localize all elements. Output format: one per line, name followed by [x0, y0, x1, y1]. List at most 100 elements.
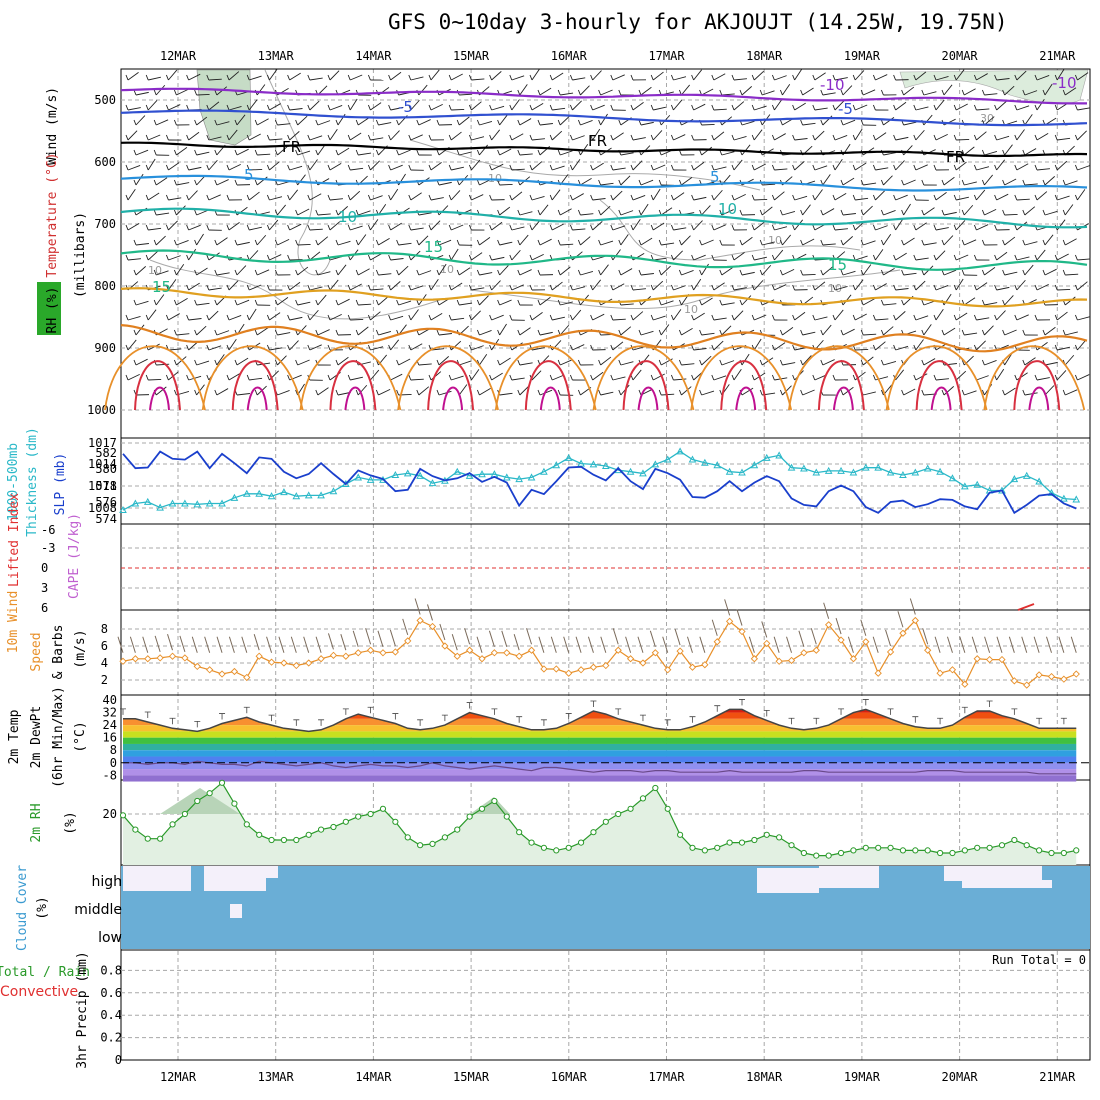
thickness-point — [663, 455, 672, 463]
thickness-point — [824, 466, 833, 474]
wind-barb-flag — [335, 209, 339, 216]
wind-speed-point — [453, 652, 461, 660]
rh-contour-label: 10 — [768, 234, 782, 247]
wind-barb — [822, 359, 835, 366]
wind-barb-flag — [509, 314, 513, 321]
wind-barb-flag — [812, 284, 816, 291]
wind-barb — [632, 194, 646, 201]
wind-barb — [701, 332, 715, 336]
wind-barb — [1044, 268, 1057, 276]
wind-barb — [358, 210, 371, 216]
wind-barb-flag — [577, 269, 581, 276]
wind-barb — [814, 316, 828, 321]
wind-barb — [1065, 273, 1079, 276]
wind-barb-flag — [549, 314, 553, 321]
wind-barb-flag — [529, 314, 533, 321]
wind-barb-flag — [590, 344, 594, 351]
wind-barb-flag — [872, 314, 876, 321]
wind-barb — [370, 160, 380, 171]
wind-barb-flag — [577, 299, 581, 306]
wind-barb-10m — [649, 630, 656, 647]
wind-speed-point — [676, 647, 684, 655]
wind-barb-flag — [1014, 74, 1018, 81]
wind-barb-flag — [448, 374, 452, 381]
wind-barb-flag — [448, 104, 452, 111]
wind-barb — [216, 121, 230, 126]
wind-barb — [479, 121, 493, 126]
wind-barb-flag — [307, 284, 311, 291]
wind-barb — [511, 284, 524, 291]
thickness-point — [428, 479, 437, 487]
thickness-point — [416, 471, 424, 479]
wind-barb-flag — [994, 134, 998, 141]
thickness-point — [738, 468, 746, 476]
contour-label: FR — [588, 132, 607, 150]
thickness-point — [119, 506, 127, 514]
wind-barb — [317, 213, 331, 216]
temp-contour-warm — [231, 360, 279, 411]
wind-barb — [329, 104, 343, 111]
wind-barb-flag — [246, 224, 250, 231]
wind-barb — [176, 205, 186, 216]
wind-barb — [297, 243, 311, 246]
wind-barb-10m — [228, 636, 235, 653]
wind-barb — [471, 369, 480, 381]
thickness-tick: 580 — [95, 462, 117, 476]
wind-barb-flag — [153, 209, 157, 216]
wind-barb — [794, 161, 805, 171]
wind-barb-flag — [569, 164, 573, 171]
wind-barb-flag — [569, 314, 573, 321]
wind-barb — [1065, 180, 1078, 186]
thickness-point — [403, 469, 412, 477]
wind-barb-flag — [598, 239, 602, 246]
wind-barb-flag — [206, 224, 210, 231]
rh-point — [553, 847, 560, 854]
wind-barb — [277, 389, 290, 396]
wind-barb-flag — [537, 149, 541, 156]
wind-barb-flag — [933, 74, 937, 81]
date-label-top: 13MAR — [258, 49, 295, 63]
wind-barb — [741, 387, 754, 396]
wind-barb — [612, 341, 624, 351]
wind-speed-point — [267, 658, 276, 666]
wind-barb-flag — [1062, 389, 1066, 396]
wind-barb — [208, 345, 222, 351]
wind-barb-flag — [880, 269, 884, 276]
wind-barb — [358, 152, 372, 156]
wind-barb-flag — [832, 284, 836, 291]
wind-barb-flag — [428, 374, 432, 381]
wind-speed-point — [305, 659, 313, 667]
wind-barb-flag — [408, 284, 412, 291]
wind-barb-flag — [860, 299, 864, 306]
wind-barb — [560, 92, 574, 96]
rh-point — [912, 847, 919, 854]
wind-barb-flag — [630, 314, 634, 321]
wind-barb — [842, 177, 855, 186]
wind-barb — [976, 375, 989, 381]
wind-speed-point — [478, 655, 486, 663]
wind-barb-flag — [489, 314, 493, 321]
wind-barb — [539, 87, 552, 96]
temp-contour-warm — [622, 360, 670, 411]
wind-speed-point — [230, 667, 239, 676]
wind-barb-flag — [145, 374, 149, 381]
wind-barb-flag — [133, 119, 137, 126]
wind-barb — [398, 265, 409, 276]
wind-barb-flag — [1022, 149, 1026, 156]
contour-label: FR — [282, 138, 301, 156]
wind-barb — [168, 162, 180, 171]
rh-point — [1048, 849, 1055, 857]
wind-barb — [410, 76, 424, 81]
wind-barb-flag — [173, 239, 177, 246]
wind-barb-flag — [1074, 254, 1078, 261]
wind-speed-point — [985, 655, 994, 664]
wind-barb-flag — [973, 344, 977, 351]
thickness-point — [1060, 494, 1068, 502]
wind-barb — [1016, 314, 1029, 321]
wind-barb — [996, 78, 1010, 81]
temp-minmax-mark — [1011, 708, 1018, 715]
wind-barb-flag — [456, 149, 460, 156]
wind-barb — [1077, 281, 1088, 291]
wind-barb-flag — [133, 149, 137, 156]
wind-barb — [733, 287, 747, 291]
